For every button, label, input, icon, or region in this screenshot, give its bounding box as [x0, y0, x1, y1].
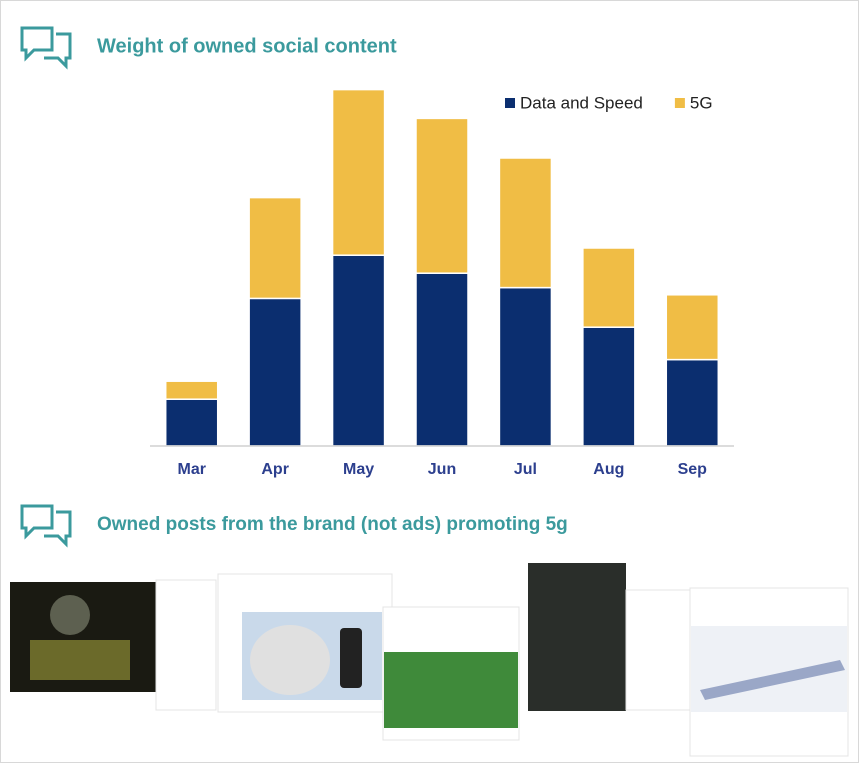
- bar: [582, 326, 636, 447]
- bar: [248, 297, 302, 447]
- chart-title: Weight of owned social content: [97, 35, 397, 57]
- photo: [30, 640, 130, 680]
- bar: [164, 398, 219, 447]
- x-tick-label: May: [343, 461, 374, 478]
- photo: [384, 652, 518, 728]
- x-tick-label: Jul: [514, 461, 537, 478]
- bar: [331, 88, 386, 256]
- post-card: [155, 579, 217, 711]
- legend-swatch: [505, 98, 515, 108]
- bar: [164, 380, 219, 400]
- bar: [498, 286, 553, 447]
- bar: [498, 157, 553, 289]
- bar: [248, 196, 302, 300]
- x-tick-label: Apr: [261, 461, 289, 478]
- photo: [528, 563, 626, 711]
- bar: [582, 247, 636, 328]
- bar: [331, 254, 386, 447]
- photo: [700, 660, 845, 700]
- x-tick-label: Sep: [678, 461, 708, 478]
- photo: [50, 595, 90, 635]
- legend-swatch: [674, 98, 685, 108]
- legend-label: 5G: [690, 93, 713, 112]
- bar: [665, 358, 720, 447]
- legend-label: Data and Speed: [520, 93, 643, 112]
- photo: [250, 625, 330, 695]
- chat-icon: [20, 504, 72, 548]
- post-card: [625, 589, 691, 711]
- photo: [340, 628, 362, 688]
- x-tick-label: Mar: [177, 461, 205, 478]
- section-title: Owned posts from the brand (not ads) pro…: [97, 514, 568, 535]
- bar: [665, 294, 720, 361]
- bar: [415, 117, 469, 274]
- x-tick-label: Aug: [593, 461, 624, 478]
- x-tick-label: Jun: [428, 461, 456, 478]
- post-screenshots: [10, 563, 849, 757]
- bar: [415, 272, 469, 447]
- chat-icon: [20, 26, 72, 70]
